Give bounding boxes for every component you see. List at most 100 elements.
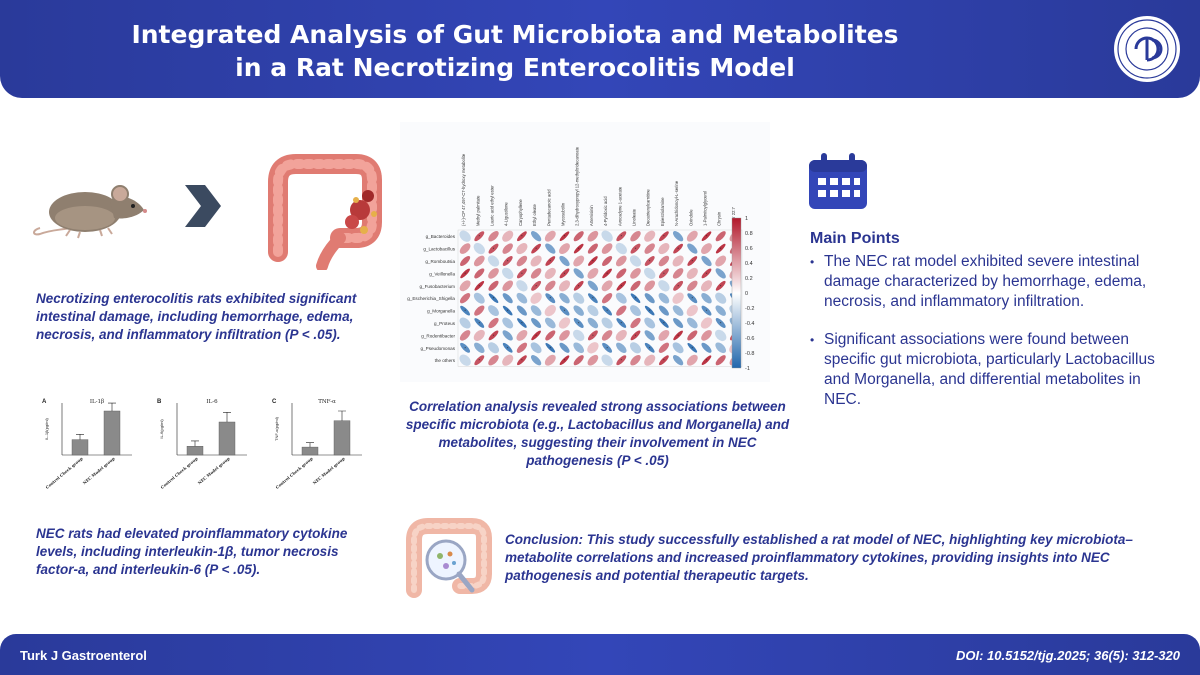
heatmap-cell <box>686 230 698 242</box>
heatmap-cell <box>672 268 684 279</box>
heatmap-cell <box>460 255 471 267</box>
significance-mark: * <box>635 333 637 338</box>
main-points-title: Main Points <box>810 230 900 247</box>
heatmap-column-label: Avocadyne 1-acetate <box>617 186 622 226</box>
calendar-icon <box>809 153 867 209</box>
heatmap-cell <box>502 230 514 242</box>
significance-mark: * <box>649 345 651 350</box>
heatmap-cell <box>573 342 585 354</box>
heatmap-row-label: g_Fusobacterium <box>420 284 456 289</box>
heatmap-cell <box>686 304 698 317</box>
panel-letter: B <box>157 399 162 405</box>
main-point-item: The NEC rat model exhibited severe intes… <box>810 252 1180 312</box>
heatmap-cell <box>715 329 727 342</box>
heatmap-column-label: Chrysin <box>717 211 722 226</box>
significance-mark: * <box>635 296 637 301</box>
heatmap-cell <box>488 293 499 304</box>
significance-mark: * <box>564 308 566 313</box>
significance-mark: * <box>621 283 623 288</box>
heatmap-cell <box>658 329 670 341</box>
significance-mark: * <box>592 333 594 338</box>
heatmap-cell <box>701 268 712 279</box>
heatmap-cell <box>701 231 712 242</box>
chevron-right-icon <box>185 185 221 227</box>
significance-mark: * <box>663 358 665 363</box>
heatmap-cell <box>474 318 485 328</box>
heatmap-cell <box>644 330 655 341</box>
heatmap-column-label: 4-Ligustilone <box>504 202 509 226</box>
heatmap-cell <box>530 355 542 366</box>
heatmap-cell <box>487 342 500 354</box>
heatmap-cell <box>502 317 514 329</box>
heatmap-cell <box>687 330 698 341</box>
heatmap-cell <box>601 317 613 329</box>
heatmap-cell <box>573 231 584 242</box>
heatmap-cell <box>502 354 514 366</box>
significance-mark: * <box>677 283 679 288</box>
error-bar <box>191 440 199 447</box>
significance-mark: * <box>663 321 665 326</box>
panel-letter: C <box>272 399 277 405</box>
heatmap-cell <box>587 317 599 329</box>
heatmap-cell <box>672 305 684 316</box>
heatmap-cell <box>544 230 556 242</box>
heatmap-cell <box>658 268 669 279</box>
significance-mark: * <box>692 296 694 301</box>
heatmap-cell <box>715 243 726 254</box>
heatmap-cell <box>601 243 613 254</box>
heatmap-cell <box>531 317 542 329</box>
heatmap-cell <box>673 330 683 341</box>
heatmap-cell <box>517 231 527 242</box>
heatmap-cell <box>559 342 570 353</box>
heatmap-cell <box>672 292 684 304</box>
cytokine-bar <box>333 420 351 456</box>
category-label: Control Check group <box>160 456 199 490</box>
journal-seal <box>1114 16 1180 82</box>
heatmap-cell <box>658 243 670 255</box>
header-banner: Integrated Analysis of Gut Microbiota an… <box>0 0 1200 98</box>
heatmap-cell <box>530 255 542 267</box>
heatmap-cell <box>602 342 613 353</box>
significance-mark: * <box>692 259 694 264</box>
heatmap-cell <box>459 243 471 254</box>
heatmap-cell <box>474 231 485 242</box>
significance-mark: * <box>621 234 623 239</box>
heatmap-cell <box>615 292 627 304</box>
heatmap-cell <box>573 329 585 342</box>
heatmap-cell <box>588 256 598 266</box>
heatmap-cell <box>587 230 599 242</box>
significance-mark: * <box>507 308 509 313</box>
heatmap-column-label: Decatrienylcarnitine <box>646 189 651 226</box>
histology-caption: Necrotizing enterocolitis rats exhibited… <box>36 291 357 342</box>
significance-mark: * <box>479 321 481 326</box>
heatmap-cell <box>658 255 670 267</box>
significance-mark: * <box>635 246 637 251</box>
heatmap-cell <box>544 317 556 329</box>
heatmap-cell <box>460 268 470 279</box>
heatmap-cell <box>488 268 499 279</box>
significance-mark: * <box>464 271 466 276</box>
heatmap-row-label: g_Veillonella <box>429 271 455 276</box>
heatmap-cell <box>587 330 598 341</box>
heatmap-column-label: ACar 22:7 <box>731 206 736 226</box>
significance-mark: * <box>706 234 708 239</box>
heatmap-cell <box>630 317 641 329</box>
heatmap-cell <box>459 280 471 292</box>
heatmap-cell <box>502 305 513 316</box>
category-label: Control Check group <box>275 456 314 490</box>
cytokine-bar <box>186 446 204 456</box>
significance-mark: * <box>521 234 523 239</box>
heatmap-cell <box>672 355 684 366</box>
journal-name: Turk J Gastroenterol <box>20 648 147 663</box>
heatmap-cell <box>644 317 656 329</box>
heatmap-cell <box>587 243 598 254</box>
heatmap-cell <box>601 330 613 341</box>
heatmap-cell <box>687 342 698 353</box>
color-scale-bar <box>731 217 742 369</box>
colon-magnifier-illustration <box>406 518 492 598</box>
error-bar <box>306 442 314 448</box>
significance-mark: * <box>550 259 552 264</box>
heatmap-cell <box>686 354 698 366</box>
cytokine-caption: NEC rats had elevated proinflammatory cy… <box>36 526 348 577</box>
heatmap-cell <box>601 293 613 304</box>
